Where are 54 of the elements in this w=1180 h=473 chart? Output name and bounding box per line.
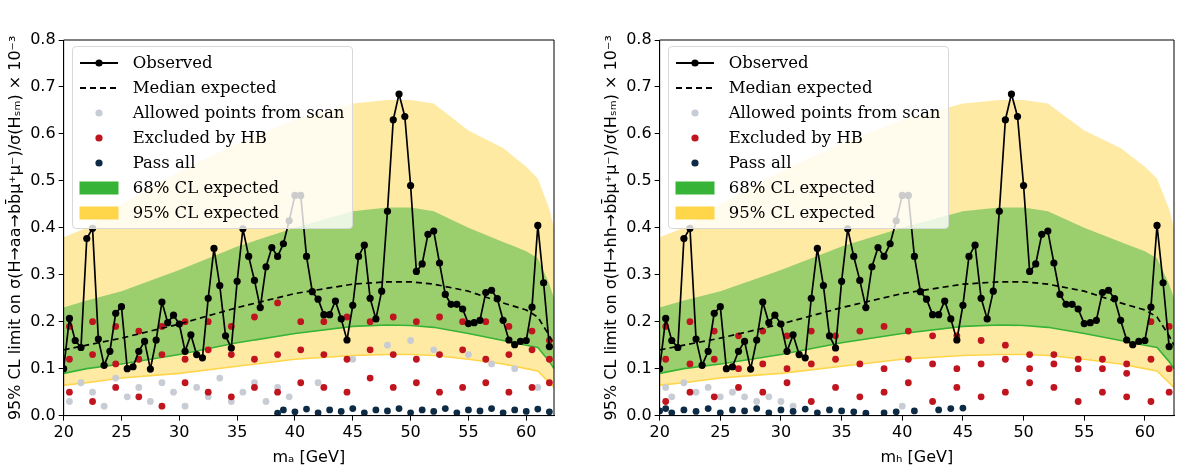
x-tick-label: 35: [226, 422, 248, 442]
x-tick-label: 25: [710, 422, 731, 442]
y-tick-label: 0.5: [626, 170, 652, 190]
y-axis-title: 95% CL limit on σ(H→hh→bb̄μ⁺μ⁻)/σ(Hₛₘ) × 10⁻³: [600, 35, 620, 421]
x-tick-label: 45: [342, 422, 363, 442]
legend-label: Median expected: [728, 78, 873, 97]
x-tick-label: 50: [1013, 422, 1034, 442]
y-axis-title: 95% CL limit on σ(H→aa→bb̄μ⁺μ⁻)/σ(Hₛₘ) × 10⁻³: [4, 35, 24, 421]
y-tick-label: 0.3: [30, 263, 56, 283]
x-tick-label: 30: [770, 422, 792, 442]
legend-label: Excluded by HB: [132, 128, 267, 147]
y-tick-label: 0.1: [30, 357, 56, 377]
y-tick-label: 0.5: [30, 170, 56, 190]
legend-label: 95% CL expected: [728, 203, 875, 222]
y-tick-label: 0.0: [30, 404, 56, 424]
y-tick-label: 0.8: [626, 29, 652, 49]
y-tick-label: 0.7: [626, 76, 652, 96]
legend-label: 68% CL expected: [728, 178, 875, 197]
y-tick-label: 0.7: [30, 76, 56, 96]
x-tick-label: 40: [284, 422, 306, 442]
y-tick-label: 0.3: [626, 263, 652, 283]
legend-label: Observed: [132, 53, 213, 72]
legend-label: Median expected: [132, 78, 277, 97]
y-tick-label: 0.6: [626, 123, 652, 143]
x-tick-label: 20: [649, 422, 670, 442]
legend-label: Excluded by HB: [728, 128, 863, 147]
x-tick-label: 20: [53, 422, 74, 442]
legend-label: Observed: [728, 53, 809, 72]
y-tick-label: 0.8: [30, 29, 56, 49]
legend-label: 95% CL expected: [132, 203, 279, 222]
x-tick-label: 40: [892, 422, 913, 442]
legend-label: 68% CL expected: [132, 178, 279, 197]
legend-label: Allowed points from scan: [728, 103, 941, 122]
x-tick-label: 45: [952, 422, 974, 442]
legend-label: Allowed points from scan: [132, 103, 345, 122]
x-tick-label: 30: [169, 422, 190, 442]
legend-label: Pass all: [728, 153, 792, 172]
x-tick-label: 50: [400, 422, 421, 442]
x-tick-label: 25: [111, 422, 132, 442]
y-tick-label: 0.4: [626, 216, 652, 236]
legend-label: Pass all: [132, 153, 196, 172]
y-tick-label: 0.0: [626, 404, 652, 424]
x-tick-label: 60: [516, 422, 537, 442]
y-tick-label: 0.2: [626, 310, 652, 330]
y-tick-label: 0.2: [30, 310, 56, 330]
x-axis-title: mₕ [GeV]: [880, 446, 954, 466]
y-tick-label: 0.4: [30, 216, 56, 236]
y-tick-label: 0.6: [30, 123, 56, 143]
x-axis-title: mₐ [GeV]: [272, 446, 346, 466]
y-tick-label: 0.1: [626, 357, 652, 377]
x-tick-label: 60: [1134, 422, 1156, 442]
x-tick-label: 55: [1074, 422, 1095, 442]
x-tick-label: 35: [831, 422, 852, 442]
x-tick-label: 55: [458, 422, 479, 442]
